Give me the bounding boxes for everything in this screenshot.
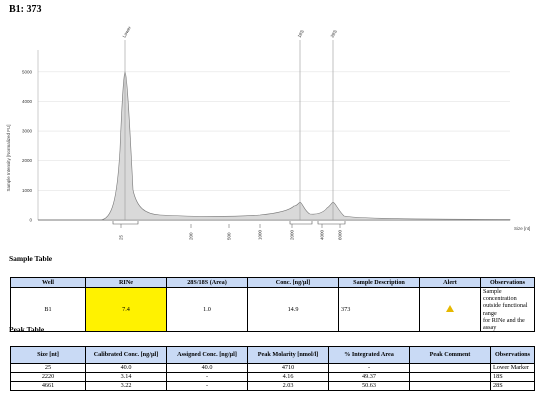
y-tick-label: 4000 xyxy=(22,99,33,104)
peak-observation-cell: Lower Marker xyxy=(490,363,535,373)
peak-molarity-cell: 2.03 xyxy=(247,381,329,391)
x-axis-label: Size [nt] xyxy=(514,226,530,231)
y-axis-ticks: 0 1000 2000 3000 4000 5000 xyxy=(22,69,33,222)
col-peak-comment: Peak Comment xyxy=(409,346,491,364)
observation-line: for RINe and the assay xyxy=(483,316,525,331)
peak-comment-cell xyxy=(409,372,491,382)
observation-line: outside functional range xyxy=(483,302,528,317)
assigned-conc-cell: - xyxy=(166,372,248,382)
peak-comment-cell xyxy=(409,381,491,391)
col-peak-molarity: Peak Molarity [nmol/l] xyxy=(247,346,329,364)
peak-marker-label: Lower xyxy=(122,25,133,39)
col-ratio: 28S/18S (Area) xyxy=(166,276,248,289)
peak-molarity-cell: 4.16 xyxy=(247,372,329,382)
x-tick-label: 6000 xyxy=(338,229,343,240)
warning-icon xyxy=(446,304,454,312)
electropherogram-trace xyxy=(38,71,511,221)
sample-table-title: Sample Table xyxy=(9,254,53,263)
peak-markers: Lower 18S 28S xyxy=(112,25,346,225)
size-cell: 25 xyxy=(10,363,86,373)
x-axis-ticks: 25 200 500 1000 2000 4000 6000 xyxy=(119,224,343,240)
x-tick-label: 4000 xyxy=(320,229,325,240)
observation-line: Sample concentration xyxy=(483,288,517,303)
col-observations: Observations xyxy=(480,276,535,289)
peak-table-title: Peak Table xyxy=(9,325,45,334)
col-alert: Alert xyxy=(419,276,481,289)
description-cell: 373 xyxy=(338,287,420,332)
assigned-conc-cell: 40.0 xyxy=(166,363,248,373)
col-description: Sample Description xyxy=(338,276,420,289)
sample-table: Well RINe 28S/18S (Area) Conc. [ng/µl] S… xyxy=(10,276,535,332)
peak-region-bracket xyxy=(112,221,139,225)
y-tick-label: 5000 xyxy=(22,69,33,74)
calibrated-conc-cell: 3.22 xyxy=(85,381,167,391)
size-cell: 2220 xyxy=(10,372,86,382)
peak-region-bracket xyxy=(317,221,346,225)
peak-observation-cell: 28S xyxy=(490,381,535,391)
integrated-area-cell: 50.63 xyxy=(328,381,410,391)
alert-cell xyxy=(419,287,481,332)
peak-molarity-cell: 4710 xyxy=(247,363,329,373)
x-tick-label: 200 xyxy=(189,232,194,240)
col-well: Well xyxy=(10,276,86,289)
peak-marker-label: 28S xyxy=(330,29,338,38)
ratio-cell: 1.0 xyxy=(166,287,248,332)
col-conc: Conc. [ng/µl] xyxy=(247,276,339,289)
peak-table: Size [nt] Calibrated Conc. [ng/µl] Assig… xyxy=(10,346,535,391)
peak-marker-label: 18S xyxy=(297,29,305,38)
table-row: 25 40.0 40.0 4710 - Lower Marker xyxy=(10,363,535,373)
table-row: 4661 3.22 - 2.03 50.63 28S xyxy=(10,381,535,391)
y-tick-label: 3000 xyxy=(22,129,33,134)
y-tick-label: 1000 xyxy=(22,188,33,193)
col-size: Size [nt] xyxy=(10,346,86,364)
peak-comment-cell xyxy=(409,363,491,373)
col-peak-observations: Observations xyxy=(490,346,535,364)
y-tick-label: 0 xyxy=(29,218,32,223)
col-integrated-area: % Integrated Area xyxy=(328,346,410,364)
col-assigned-conc: Assigned Conc. [ng/µl] xyxy=(166,346,248,364)
table-row: 2220 3.14 - 4.16 49.37 18S xyxy=(10,372,535,382)
size-cell: 4661 xyxy=(10,381,86,391)
observations-cell: Sample concentration outside functional … xyxy=(480,287,535,332)
x-tick-label: 1000 xyxy=(258,229,263,240)
page-title: B1: 373 xyxy=(9,4,42,15)
rine-cell: 7.4 xyxy=(85,287,167,332)
y-tick-label: 2000 xyxy=(22,158,33,163)
integrated-area-cell: - xyxy=(328,363,410,373)
x-tick-label: 2000 xyxy=(290,229,295,240)
integrated-area-cell: 49.37 xyxy=(328,372,410,382)
table-row: B1 7.4 1.0 14.9 373 Sample concentration… xyxy=(10,287,535,332)
col-calibrated-conc: Calibrated Conc. [ng/µl] xyxy=(85,346,167,364)
x-tick-label: 25 xyxy=(119,234,124,240)
calibrated-conc-cell: 3.14 xyxy=(85,372,167,382)
assigned-conc-cell: - xyxy=(166,381,248,391)
x-tick-label: 500 xyxy=(227,232,232,240)
y-axis-label: Sample Intensity [Normalized FU] xyxy=(6,124,11,191)
peak-observation-cell: 18S xyxy=(490,372,535,382)
calibrated-conc-cell: 40.0 xyxy=(85,363,167,373)
col-rine: RINe xyxy=(85,276,167,289)
chart-grid xyxy=(37,50,510,221)
electropherogram-chart: 0 1000 2000 3000 4000 5000 Sample Intensity [… xyxy=(6,25,530,240)
peak-region-bracket xyxy=(289,221,313,225)
well-cell: B1 xyxy=(10,287,86,332)
conc-cell: 14.9 xyxy=(247,287,339,332)
